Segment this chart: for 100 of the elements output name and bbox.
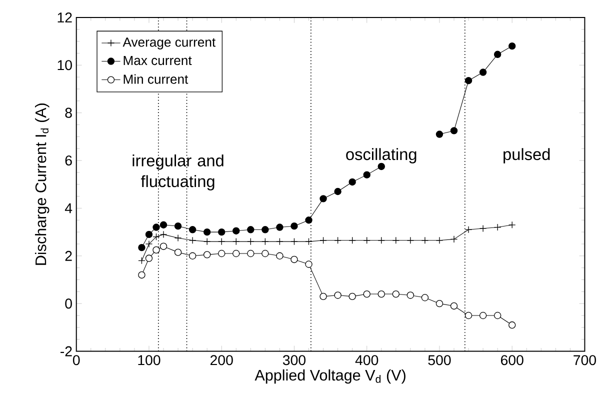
- y-tick-label: 8: [65, 108, 72, 118]
- point: [363, 236, 370, 244]
- point: [494, 224, 502, 231]
- point: [262, 226, 269, 234]
- y-tick-label: -2: [60, 346, 72, 356]
- point: [363, 171, 370, 178]
- point: [290, 222, 298, 230]
- point: [464, 312, 472, 319]
- point: [232, 238, 240, 246]
- x-tick-label: 300: [282, 354, 306, 366]
- point: [392, 236, 400, 244]
- point: [450, 302, 458, 310]
- y-tick-label: 0: [65, 298, 72, 308]
- point: [247, 226, 254, 234]
- x-tick-label: 500: [428, 354, 451, 366]
- point: [508, 321, 516, 329]
- x-tick-label: 400: [355, 354, 378, 366]
- point: [392, 290, 400, 298]
- point: [494, 312, 502, 319]
- annotation: irregular and fluctuating: [132, 154, 224, 190]
- point: [232, 250, 240, 257]
- point: [290, 256, 298, 263]
- point: [479, 312, 487, 319]
- point: [479, 68, 487, 76]
- point: [218, 228, 226, 236]
- point: [138, 244, 146, 252]
- y-tick-label: 6: [65, 155, 72, 166]
- point: [145, 240, 153, 248]
- legend-label: Average current: [122, 38, 216, 50]
- point: [203, 228, 211, 236]
- point: [247, 250, 254, 257]
- point: [232, 227, 240, 234]
- point: [406, 236, 414, 244]
- y-tick-label: 4: [64, 203, 72, 213]
- point: [348, 178, 356, 186]
- point: [276, 252, 284, 260]
- point: [218, 238, 226, 246]
- point: [174, 234, 182, 242]
- x-tick-label: 200: [210, 354, 233, 366]
- point: [334, 188, 342, 195]
- point: [174, 222, 182, 230]
- x-tick-label: 0: [72, 354, 80, 366]
- point: [247, 238, 254, 246]
- point: [188, 236, 196, 244]
- point: [276, 238, 284, 246]
- point: [450, 126, 458, 134]
- y-tick-label: 10: [58, 60, 72, 70]
- point: [479, 224, 487, 232]
- point: [262, 238, 269, 246]
- point: [421, 236, 429, 244]
- point: [138, 271, 146, 278]
- point: [188, 252, 196, 260]
- point: [436, 236, 444, 244]
- point: [334, 292, 342, 299]
- y-tick-label: 12: [58, 12, 72, 22]
- point: [494, 50, 502, 58]
- annotation: pulsed: [504, 148, 550, 164]
- point: [348, 236, 356, 244]
- x-tick-label: 600: [500, 354, 524, 366]
- point: [363, 290, 370, 298]
- point: [320, 194, 327, 202]
- point: [406, 292, 414, 299]
- point: [320, 236, 327, 244]
- point: [464, 76, 472, 84]
- point: [305, 216, 312, 224]
- x-tick-label: 100: [138, 354, 160, 366]
- point: [305, 260, 312, 268]
- y-axis-title: Discharge Current I$_{d}$ (A): [35, 103, 50, 265]
- point: [160, 230, 168, 238]
- point: [152, 224, 160, 231]
- point: [276, 224, 284, 231]
- y-tick-label: 2: [65, 250, 72, 261]
- point: [464, 226, 472, 234]
- point: [145, 230, 153, 238]
- x-axis-title: Applied Voltage V$_{d}$ (V): [254, 369, 406, 384]
- x-tick-label: 700: [574, 354, 596, 366]
- point: [152, 246, 160, 254]
- point: [436, 300, 444, 308]
- point: [138, 256, 146, 264]
- point: [334, 236, 342, 244]
- point: [218, 250, 226, 257]
- point: [508, 42, 516, 50]
- point: [421, 294, 429, 302]
- annotation: oscillating: [346, 148, 416, 164]
- point: [348, 292, 356, 300]
- point: [152, 233, 160, 240]
- point: [160, 221, 168, 228]
- point: [378, 236, 385, 244]
- point: [508, 221, 516, 228]
- point: [378, 290, 385, 298]
- point: [188, 226, 196, 234]
- point: [436, 130, 444, 138]
- point: [203, 250, 211, 258]
- legend-label: Min current: [124, 74, 188, 84]
- point: [145, 254, 153, 262]
- point: [174, 248, 182, 256]
- point: [305, 238, 312, 246]
- point: [450, 235, 458, 243]
- point: [203, 238, 211, 246]
- point: [262, 250, 269, 257]
